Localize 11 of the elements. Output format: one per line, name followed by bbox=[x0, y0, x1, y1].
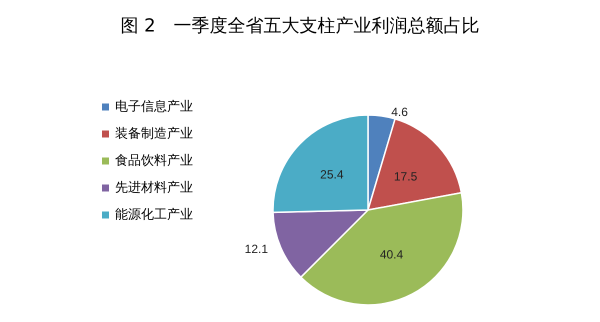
data-label: 12.1 bbox=[244, 242, 268, 256]
chart-title: 图 2 一季度全省五大支柱产业利润总额占比 bbox=[120, 16, 480, 36]
legend-label: 能源化工产业 bbox=[115, 208, 193, 222]
data-label: 17.5 bbox=[394, 169, 418, 184]
data-label: 4.6 bbox=[391, 105, 408, 120]
legend-label: 先进材料产业 bbox=[115, 180, 193, 196]
legend-label: 食品饮料产业 bbox=[115, 154, 193, 168]
legend-label: 装备制造产业 bbox=[115, 126, 193, 142]
legend-label: 电子信息产业 bbox=[115, 100, 193, 114]
data-label: 25.4 bbox=[320, 168, 344, 182]
data-label: 40.4 bbox=[380, 248, 404, 262]
